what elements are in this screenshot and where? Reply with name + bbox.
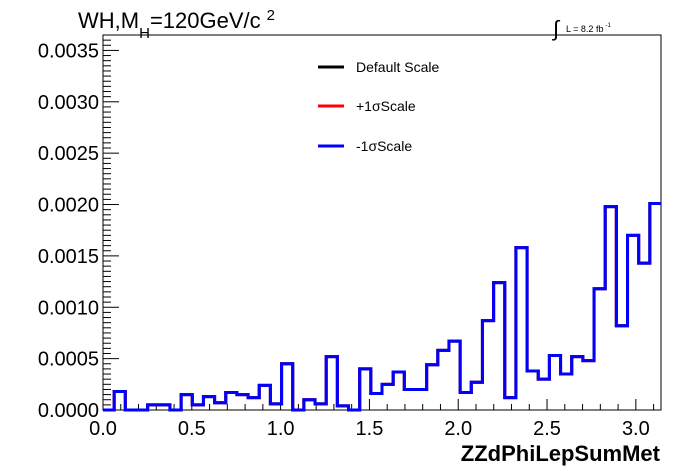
x-tick-label: 0.5 xyxy=(178,418,206,440)
title-rest: =120GeV/c xyxy=(150,8,261,33)
legend: Default Scale +1σScale -1σScale xyxy=(318,59,439,154)
y-tick-label: 0.0005 xyxy=(38,349,99,371)
lumi-label: L = 8.2 fb -1 xyxy=(566,23,611,34)
legend-label: -1σScale xyxy=(356,138,412,154)
lumi-integral-symbol: ∫ xyxy=(551,16,561,41)
y-tick-label: 0.0010 xyxy=(38,297,99,319)
x-tick-label: 0.0 xyxy=(89,418,117,440)
x-tick-label: 1.0 xyxy=(267,418,295,440)
x-tick-label: 2.5 xyxy=(533,418,561,440)
x-tick-label: 3.0 xyxy=(622,418,650,440)
y-axis: 0.0000 0.0005 0.0010 0.0015 0.0020 0.0025 0.00… xyxy=(38,39,119,422)
x-tick-label: 1.5 xyxy=(356,418,384,440)
y-tick-label: 0.0015 xyxy=(38,246,99,268)
x-tick-label: 2.0 xyxy=(444,418,472,440)
legend-label: Default Scale xyxy=(356,59,439,75)
y-tick-label: 0.0020 xyxy=(38,195,99,217)
lumi-superscript: -1 xyxy=(605,23,611,29)
plot-frame xyxy=(102,34,662,411)
y-tick-label: 0.0035 xyxy=(38,40,99,62)
title-main: WH,M xyxy=(78,8,139,33)
y-tick-label: 0.0000 xyxy=(38,400,99,422)
lumi-text: L = 8.2 fb xyxy=(566,24,603,34)
y-tick-label: 0.0030 xyxy=(38,92,99,114)
title-subscript: H xyxy=(139,25,150,42)
series-group xyxy=(103,201,661,412)
y-tick-label: 0.0025 xyxy=(38,143,99,165)
x-axis-title: ZZdPhiLepSumMet xyxy=(461,441,661,466)
series-line xyxy=(103,201,661,412)
legend-label: +1σScale xyxy=(356,98,416,114)
title-superscript: 2 xyxy=(267,7,275,24)
chart-title: WH,MH=120GeV/c 2 xyxy=(78,7,275,42)
